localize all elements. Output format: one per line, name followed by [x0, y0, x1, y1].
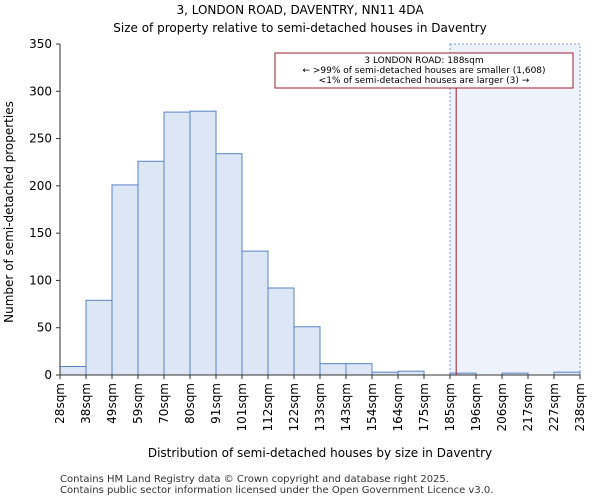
x-tick-label: 164sqm — [391, 383, 405, 431]
x-axis: 28sqm 38sqm 49sqm 59sqm 70sqm 80sqm 91sqm 101sq… — [53, 375, 587, 431]
y-tick-label: 200 — [29, 179, 52, 193]
bar-70sqm — [163, 111, 191, 376]
x-tick-label: 217sqm — [521, 383, 535, 431]
x-tick-label: 143sqm — [339, 383, 353, 431]
annotation-box: 3 LONDON ROAD: 188sqm ← >99% of semi-det… — [274, 52, 574, 89]
annotation-line-1: 3 LONDON ROAD: 188sqm — [364, 56, 483, 66]
bar-59sqm — [137, 160, 165, 376]
bar-133sqm — [319, 363, 347, 376]
x-tick-label: 112sqm — [261, 383, 275, 431]
bar-164sqm — [397, 370, 425, 376]
y-tick-label: 50 — [37, 321, 52, 335]
x-tick-label: 133sqm — [313, 383, 327, 431]
x-tick-label: 227sqm — [547, 383, 561, 431]
x-tick-label: 206sqm — [495, 383, 509, 431]
annotation-line-3: <1% of semi-detached houses are larger (… — [319, 76, 530, 86]
y-axis: 0 50 100 150 200 250 300 350 — [29, 37, 60, 382]
y-tick-label: 250 — [29, 132, 52, 146]
x-tick-label: 154sqm — [365, 383, 379, 431]
x-tick-label: 49sqm — [105, 383, 119, 424]
x-tick-label: 175sqm — [417, 383, 431, 431]
bar-91sqm — [215, 153, 243, 376]
x-tick-label: 122sqm — [287, 383, 301, 431]
x-tick-label: 59sqm — [131, 383, 145, 424]
bar-101sqm — [241, 250, 269, 376]
x-tick-label: 28sqm — [53, 383, 67, 424]
bars-group — [59, 110, 581, 376]
x-axis-label: Distribution of semi-detached houses by … — [148, 446, 492, 460]
chart-title: 3, LONDON ROAD, DAVENTRY, NN11 4DA — [176, 3, 424, 17]
footer-line-1: Contains HM Land Registry data © Crown c… — [60, 474, 449, 485]
x-tick-label: 70sqm — [157, 383, 171, 424]
x-tick-label: 80sqm — [183, 383, 197, 424]
bar-38sqm — [85, 299, 113, 376]
bar-49sqm — [111, 184, 139, 376]
bar-143sqm — [345, 363, 373, 376]
chart-subtitle: Size of property relative to semi-detach… — [113, 21, 486, 35]
bar-122sqm — [293, 326, 321, 376]
x-tick-label: 38sqm — [79, 383, 93, 424]
bar-80sqm — [189, 110, 217, 376]
x-tick-label: 185sqm — [443, 383, 457, 431]
y-tick-label: 100 — [29, 273, 52, 287]
x-tick-label: 91sqm — [209, 383, 223, 424]
x-tick-label: 196sqm — [469, 383, 483, 431]
y-tick-label: 300 — [29, 84, 52, 98]
y-tick-label: 150 — [29, 226, 52, 240]
footer-line-2: Contains public sector information licen… — [60, 485, 494, 496]
x-tick-label: 101sqm — [235, 383, 249, 431]
annotation-line-2: ← >99% of semi-detached houses are small… — [302, 66, 545, 76]
bar-112sqm — [267, 287, 295, 376]
bar-28sqm — [59, 365, 87, 376]
x-tick-label: 238sqm — [573, 383, 587, 431]
highlight-region — [449, 43, 581, 376]
y-tick-label: 0 — [44, 368, 52, 382]
y-axis-label: Number of semi-detached properties — [2, 101, 16, 323]
y-tick-label: 350 — [29, 37, 52, 51]
annotation-frame — [274, 52, 574, 89]
